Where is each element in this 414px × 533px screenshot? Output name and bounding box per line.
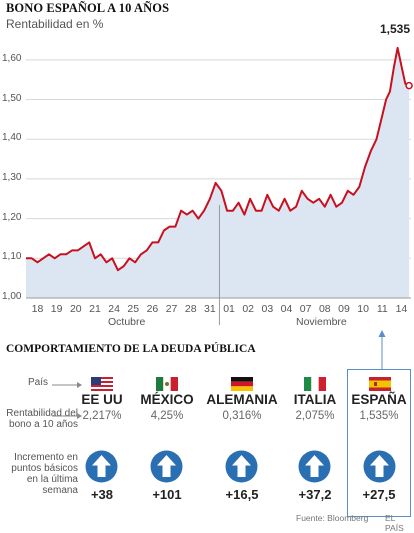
x-tick-label: 21 <box>89 303 101 315</box>
y-tick-label: 1,40 <box>2 132 22 144</box>
x-tick-label: 14 <box>395 303 408 315</box>
country-yield: 2,075% <box>295 410 335 422</box>
connector-arrow <box>378 330 386 370</box>
y-tick-label: 1,00 <box>2 291 22 302</box>
x-tick-label: 19 <box>50 303 63 315</box>
up-arrow-icon <box>225 450 258 483</box>
germany-flag-icon <box>231 377 253 391</box>
country-change: +101 <box>152 487 182 502</box>
country-yield: 2,217% <box>82 410 122 422</box>
country-yield: 0,316% <box>222 410 262 422</box>
peak-value-label: 1,535 <box>380 22 411 36</box>
y-tick-label: 1,60 <box>2 52 22 64</box>
series-line <box>26 46 410 272</box>
y-tick-label: 1,20 <box>2 211 22 223</box>
source-note: Fuente: Bloomberg <box>296 513 369 523</box>
x-tick-label: 26 <box>146 303 159 315</box>
x-tick-label: 07 <box>299 303 312 315</box>
row-arrow-country <box>52 382 82 388</box>
y-tick-label: 1,30 <box>2 171 22 183</box>
yield-line-chart <box>26 46 413 325</box>
section-title: COMPORTAMIENTO DE LA DEUDA PÚBLICA <box>6 343 256 355</box>
y-tick-label: 1,10 <box>2 251 22 263</box>
y-tick-label: 1,50 <box>2 92 22 104</box>
chart-subtitle: Rentabilidad en % <box>6 17 104 31</box>
series-area <box>26 47 410 299</box>
country-yield: 4,25% <box>150 410 184 422</box>
country-name: ITALIA <box>293 392 337 407</box>
up-arrow-icon <box>150 450 183 483</box>
up-arrow-icon <box>298 450 331 483</box>
x-tick-label: 25 <box>127 303 140 315</box>
country-change: +16,5 <box>225 487 259 502</box>
end-point-marker <box>405 81 413 90</box>
x-tick-label: 09 <box>338 303 350 315</box>
country-name: MÉXICO <box>140 392 194 407</box>
country-name: EE UU <box>81 392 123 407</box>
x-tick-label: 03 <box>261 303 274 315</box>
country-name: ALEMANIA <box>206 392 278 407</box>
x-tick-label: 18 <box>31 303 44 315</box>
country-change: +37,2 <box>298 487 332 502</box>
row-label-change: Incremento en puntos básicos en la últim… <box>11 452 78 496</box>
country-change: +38 <box>90 487 114 502</box>
up-arrow-icon <box>363 450 396 483</box>
row-arrow-yield <box>52 413 82 419</box>
chart-title: BONO ESPAÑOL A 10 AÑOS <box>6 1 170 15</box>
up-arrow-icon <box>85 450 118 483</box>
spain-highlight-box <box>347 369 411 517</box>
country-name: ESPAÑA <box>351 392 407 407</box>
x-tick-label: 20 <box>69 303 82 315</box>
x-tick-label: 28 <box>184 303 197 315</box>
row-label-yield: Rentabilidad del bono a 10 años <box>6 408 78 430</box>
month-label-octubre: Octubre <box>108 316 146 328</box>
month-label-noviembre: Noviembre <box>296 316 347 328</box>
mexico-flag-icon <box>156 377 178 391</box>
x-tick-label: 02 <box>242 303 255 315</box>
x-tick-label: 31 <box>204 303 216 315</box>
x-tick-label: 10 <box>357 303 369 315</box>
publisher-name: EL PAÍS <box>385 513 404 533</box>
spain-flag-icon <box>369 377 391 391</box>
x-tick-label: 08 <box>318 303 331 315</box>
us-flag-icon <box>91 377 113 391</box>
x-tick-label: 24 <box>108 303 120 315</box>
row-label-country: País <box>27 377 48 388</box>
country-yield: 1,535% <box>359 410 399 422</box>
italy-flag-icon <box>304 377 326 391</box>
x-tick-label: 01 <box>223 303 235 315</box>
x-tick-label: 11 <box>376 303 388 315</box>
x-tick-label: 27 <box>165 303 178 315</box>
x-tick-label: 04 <box>280 303 293 315</box>
country-change: +27,5 <box>362 487 396 502</box>
